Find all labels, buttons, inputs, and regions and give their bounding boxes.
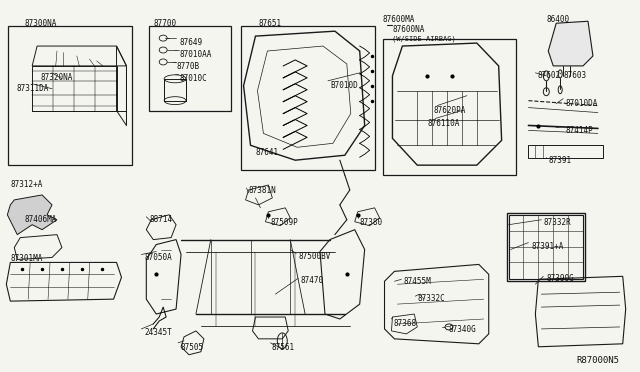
Text: 87391+A: 87391+A [531,241,564,251]
Text: 87600NA: 87600NA [392,25,425,34]
Polygon shape [548,21,593,66]
Text: 87391: 87391 [548,156,572,165]
Text: 87500BV: 87500BV [298,251,330,260]
Text: 87651: 87651 [259,19,282,28]
Text: 87332R: 87332R [543,218,571,227]
Text: 87455M: 87455M [403,277,431,286]
Text: 87505: 87505 [180,343,203,352]
Text: 87380: 87380 [360,218,383,227]
Text: 87311DA: 87311DA [16,84,49,93]
Text: 87649: 87649 [179,38,202,47]
Text: 87561: 87561 [271,343,294,352]
Text: B7010D: B7010D [330,81,358,90]
Text: 87320NA: 87320NA [40,73,72,82]
Text: 87010DA: 87010DA [565,99,598,108]
Text: 87300NA: 87300NA [24,19,56,28]
Text: 87301MA: 87301MA [10,254,43,263]
Text: (W/SIDE AIRBAG): (W/SIDE AIRBAG) [392,35,456,42]
Text: 87470: 87470 [300,276,323,285]
Text: 87340G: 87340G [448,325,476,334]
Text: 87603: 87603 [563,71,586,80]
Text: 87312+A: 87312+A [10,180,43,189]
Text: 86400: 86400 [547,15,570,24]
Text: R87000N5: R87000N5 [576,356,619,365]
Text: 87050A: 87050A [145,253,172,263]
Text: 87602: 87602 [538,71,561,80]
Text: 87620PA: 87620PA [433,106,465,115]
Text: 24345T: 24345T [145,328,172,337]
Text: 87368: 87368 [394,319,417,328]
Text: 87641: 87641 [255,148,278,157]
Text: 87414P: 87414P [565,126,593,135]
Text: 87010AA: 87010AA [179,50,211,59]
Text: 87600MA: 87600MA [383,15,415,24]
Text: 88714: 88714 [149,215,172,224]
Text: 87332C: 87332C [417,294,445,303]
Text: 87406MA: 87406MA [24,215,56,224]
Text: 87700: 87700 [153,19,177,28]
Polygon shape [7,195,57,235]
Text: 87390G: 87390G [547,274,574,283]
Text: 87010C: 87010C [179,74,207,83]
Text: 876110A: 876110A [427,119,460,128]
Text: 8770B: 8770B [176,62,199,71]
Text: 87381N: 87381N [248,186,276,195]
Text: 87509P: 87509P [270,218,298,227]
